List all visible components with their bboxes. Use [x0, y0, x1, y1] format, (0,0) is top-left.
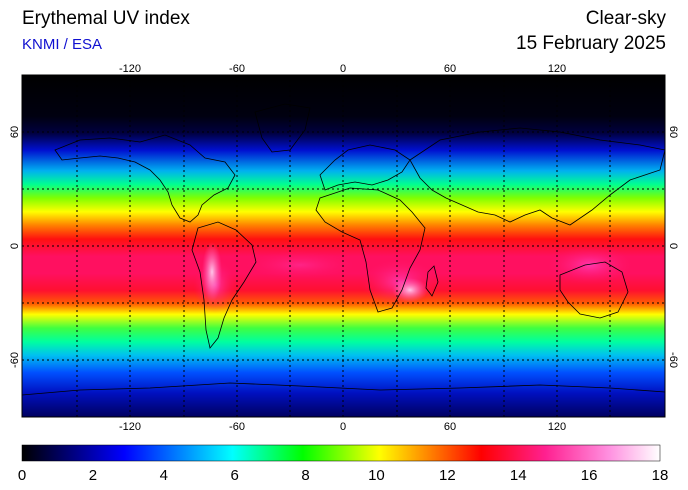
madagascar-coast	[425, 265, 439, 297]
lon-tick-top: -120	[119, 63, 141, 75]
map-frame	[21, 74, 666, 418]
map-title: Erythemal UV index	[22, 8, 190, 29]
colorbar-tick-label: 14	[510, 467, 527, 484]
lon-tick-top: 120	[548, 63, 566, 75]
lon-tick-bottom: -120	[119, 421, 141, 433]
date-label: 15 February 2025	[516, 33, 666, 54]
colorbar-tick-label: 8	[301, 467, 309, 484]
coastlines	[22, 103, 665, 396]
lon-tick-top: -60	[229, 63, 245, 75]
south-america-coast	[191, 221, 257, 349]
lon-tick-top: 0	[340, 63, 346, 75]
lat-tick-right: -60	[667, 352, 679, 368]
australia-coast	[559, 261, 629, 319]
sky-mode-label: Clear-sky	[585, 8, 666, 29]
europe-coast	[319, 144, 411, 191]
credit-label: KNMI / ESA	[22, 36, 103, 53]
colorbar-tick-label: 4	[160, 467, 168, 484]
colorbar-tick-label: 16	[581, 467, 598, 484]
lat-tick-left: -60	[9, 352, 21, 368]
lon-tick-bottom: 120	[548, 421, 566, 433]
colorbar-tick-label: 0	[18, 467, 26, 484]
colorbar-tick-label: 2	[89, 467, 97, 484]
lat-tick-right: 60	[667, 126, 679, 138]
lon-tick-top: 60	[444, 63, 456, 75]
north-america-coast	[54, 134, 236, 223]
antarctica-coast	[22, 382, 665, 396]
colorbar-tick-label: 12	[439, 467, 456, 484]
greenland-coast	[254, 103, 311, 153]
africa-coast	[315, 187, 426, 313]
lat-tick-left: 0	[9, 243, 21, 249]
colorbar-tick-label: 10	[368, 467, 385, 484]
lon-tick-bottom: -60	[229, 421, 245, 433]
colorbar-ticks: 0 2 4 6 8 10 12 14 16 18	[18, 467, 669, 484]
asia-coast	[409, 127, 665, 226]
colorbar-tick-label: 6	[230, 467, 238, 484]
lat-tick-right: 0	[667, 243, 679, 249]
lat-tick-left: 60	[9, 126, 21, 138]
graticule	[22, 75, 665, 417]
colorbar	[21, 444, 661, 462]
lon-tick-bottom: 60	[444, 421, 456, 433]
colorbar-tick-label: 18	[652, 467, 669, 484]
lon-tick-bottom: 0	[340, 421, 346, 433]
